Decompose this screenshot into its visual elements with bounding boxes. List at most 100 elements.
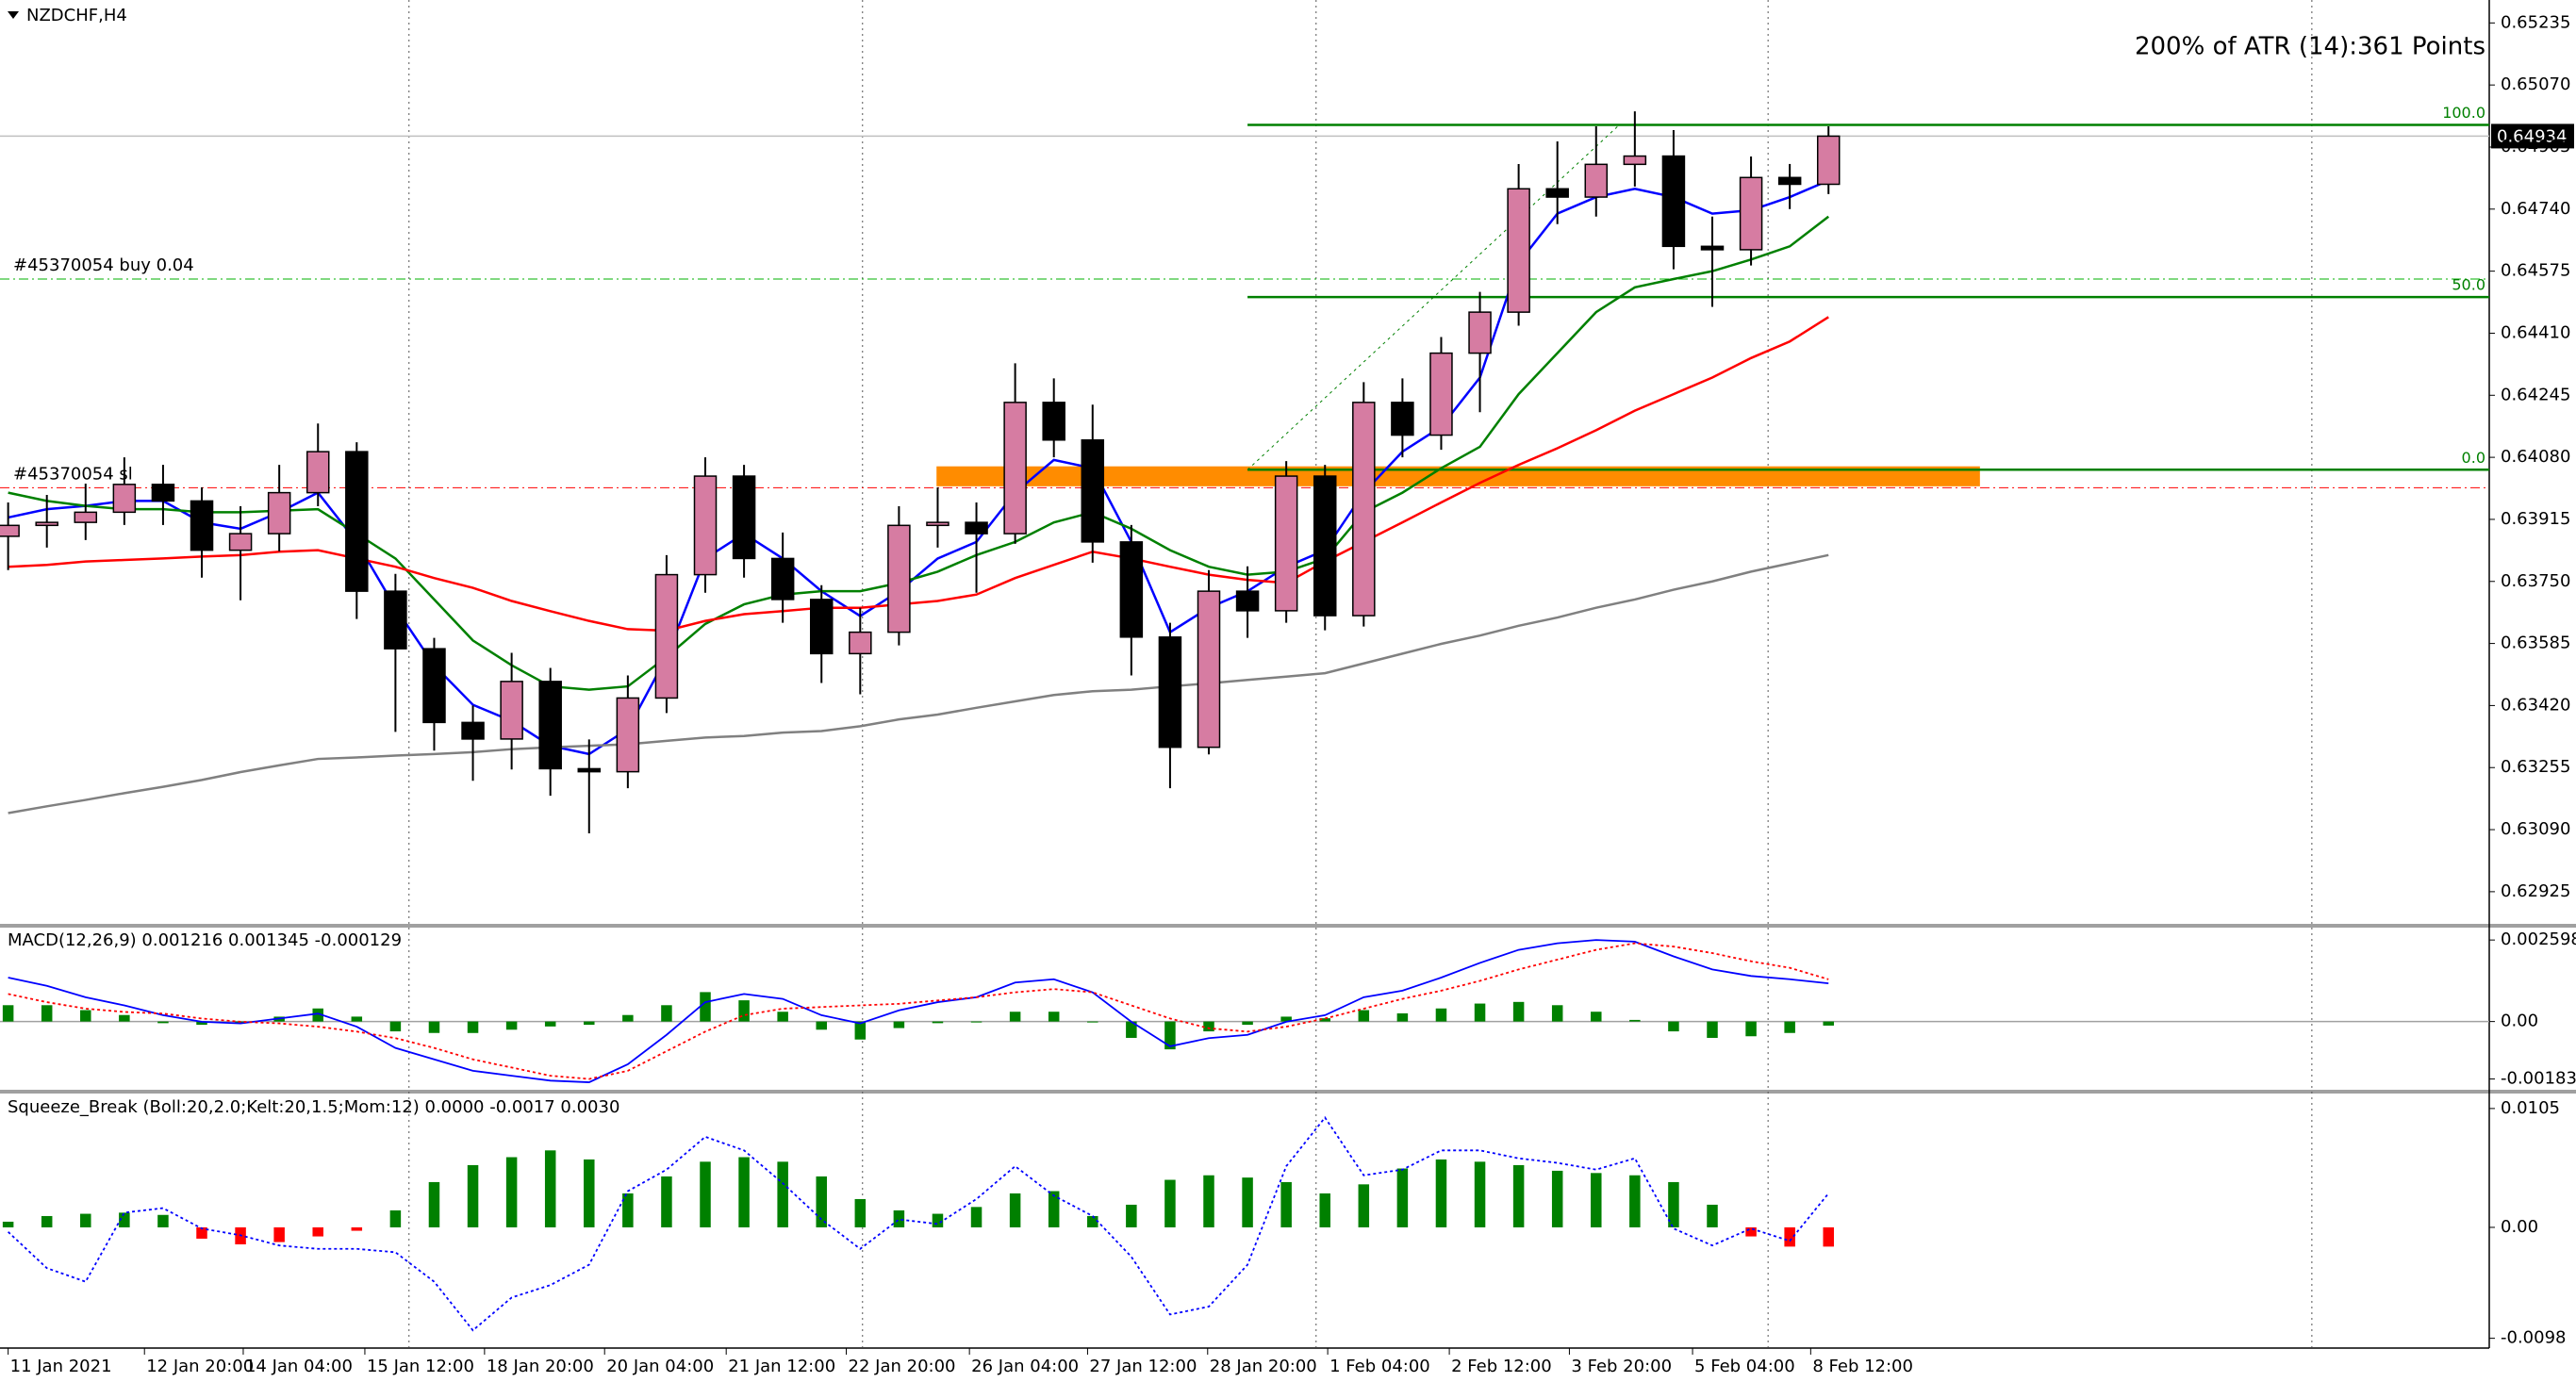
histogram-bar (854, 1198, 867, 1227)
histogram-bar (119, 1014, 130, 1022)
histogram-bar (41, 1005, 53, 1022)
candle-body (849, 631, 872, 655)
candle-body (1584, 163, 1609, 198)
moving-average (8, 316, 1829, 633)
histogram-bar (312, 1226, 323, 1237)
candle-body (112, 484, 137, 514)
histogram-bar (273, 1226, 285, 1242)
histogram-bar (1203, 1021, 1214, 1032)
histogram-bar (1474, 1003, 1486, 1022)
x-tick-label: 5 Feb 04:00 (1694, 1357, 1795, 1376)
histogram-bar (1707, 1021, 1718, 1038)
histogram-bar (351, 1016, 363, 1022)
candle-body (1119, 541, 1144, 638)
candle-body (74, 511, 98, 523)
histogram-bar (1629, 1175, 1641, 1227)
y-tick-label: 0.00 (2501, 1217, 2538, 1237)
candle-body (1352, 402, 1376, 617)
candle-body (228, 533, 253, 551)
histogram-bar (1048, 1191, 1060, 1227)
histogram-bar (1668, 1021, 1679, 1032)
histogram-bar (1242, 1021, 1253, 1026)
fib-level-label: 50.0 (2452, 276, 2485, 294)
histogram-bar (1745, 1021, 1757, 1037)
last-price-box (2491, 123, 2574, 149)
candle-body (1816, 135, 1841, 186)
y-tick-label: 0.63255 (2501, 757, 2570, 777)
atr-annotation: 200% of ATR (14):361 Points (2135, 33, 2485, 61)
candle-body (965, 521, 988, 535)
x-tick-label: 18 Jan 20:00 (487, 1357, 594, 1376)
histogram-bar (1319, 1018, 1330, 1022)
histogram-bar (196, 1021, 207, 1026)
histogram-bar (80, 1213, 91, 1227)
histogram-bar (505, 1157, 518, 1227)
candle-body (770, 557, 795, 601)
histogram-bar (1358, 1010, 1370, 1022)
histogram-bar (1203, 1175, 1214, 1227)
y-tick-label: 0.0105 (2501, 1098, 2560, 1118)
histogram-bar (1629, 1019, 1641, 1022)
candle-body (1391, 402, 1414, 436)
histogram-bar (1512, 1001, 1525, 1022)
histogram-bar (970, 1021, 983, 1023)
histogram-bar (1358, 1184, 1370, 1227)
indicator-line (8, 1115, 1829, 1332)
histogram-bar (1126, 1021, 1137, 1038)
x-tick-label: 26 Jan 04:00 (971, 1357, 1079, 1376)
candle-body (1623, 155, 1647, 166)
histogram-bar (738, 1000, 750, 1022)
histogram-bar (1009, 1012, 1021, 1022)
supply-zone (936, 466, 1980, 486)
x-tick-label: 1 Feb 04:00 (1329, 1357, 1430, 1376)
histogram-bar (738, 1157, 750, 1227)
histogram-bar (428, 1181, 440, 1227)
histogram-bar (932, 1021, 944, 1024)
histogram-bar (661, 1176, 672, 1227)
moving-average (8, 215, 1829, 691)
histogram-bar (932, 1213, 944, 1227)
y-tick-label: -0.001831 (2501, 1069, 2576, 1089)
histogram-bar (1280, 1181, 1292, 1227)
histogram-bar (544, 1150, 556, 1227)
candle-body (732, 475, 756, 560)
y-tick-label: 0.00 (2501, 1012, 2538, 1031)
x-tick-label: 3 Feb 20:00 (1571, 1357, 1672, 1376)
x-tick-label: 21 Jan 12:00 (728, 1357, 835, 1376)
histogram-bar (2, 1005, 14, 1022)
candle-body (616, 697, 640, 773)
histogram-bar (467, 1164, 479, 1227)
histogram-bar (389, 1209, 402, 1227)
candle-body (500, 681, 523, 740)
histogram-bar (1126, 1204, 1137, 1227)
candle-body (1197, 590, 1221, 749)
histogram-bar (1087, 1021, 1098, 1023)
histogram-bar (1784, 1021, 1795, 1033)
candle-body (1313, 475, 1337, 617)
candle-body (461, 721, 485, 740)
y-tick-label: 0.64080 (2501, 447, 2570, 467)
histogram-bar (389, 1021, 402, 1032)
y-tick-label: 0.63585 (2501, 633, 2570, 653)
x-tick-label: 22 Jan 20:00 (849, 1357, 956, 1376)
indicator-line (8, 942, 1829, 1080)
fib-level-label: 0.0 (2462, 449, 2485, 467)
candle-body (654, 573, 679, 699)
histogram-bar (505, 1021, 518, 1030)
histogram-bar (1591, 1012, 1602, 1022)
histogram-bar (1823, 1021, 1834, 1026)
x-tick-label: 15 Jan 12:00 (367, 1357, 474, 1376)
candle-body (538, 681, 562, 770)
y-tick-label: 0.63090 (2501, 819, 2570, 839)
order-label: #45370054 sl (13, 464, 133, 484)
histogram-bar (893, 1021, 905, 1028)
last-price-label: 0.64934 (2497, 126, 2567, 146)
histogram-bar (622, 1014, 634, 1022)
y-tick-label: 0.63915 (2501, 509, 2570, 529)
histogram-bar (428, 1021, 440, 1033)
x-tick-label: 28 Jan 20:00 (1210, 1357, 1317, 1376)
menu-triangle[interactable] (8, 11, 19, 19)
histogram-bar (854, 1021, 867, 1040)
y-tick-label: 0.64740 (2501, 199, 2570, 219)
